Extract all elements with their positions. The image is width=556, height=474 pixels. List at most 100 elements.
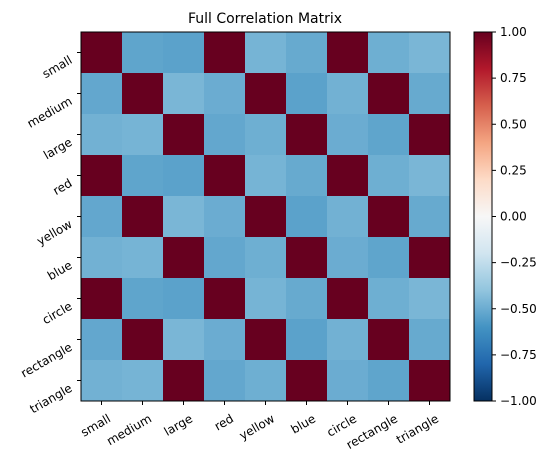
heatmap-cell-rectangle-blue — [286, 319, 328, 361]
heatmap-cell-small-yellow — [245, 32, 287, 74]
heatmap-cell-rectangle-triangle — [409, 319, 451, 361]
heatmap-cell-yellow-medium — [122, 196, 164, 238]
heatmap-cell-triangle-triangle — [409, 360, 451, 402]
heatmap-cell-triangle-yellow — [245, 360, 287, 402]
heatmap-cell-yellow-blue — [286, 196, 328, 238]
heatmap-cell-small-triangle — [409, 32, 451, 74]
heatmap-cell-medium-triangle — [409, 73, 451, 115]
heatmap-cell-red-triangle — [409, 155, 451, 197]
heatmap-cell-large-blue — [286, 114, 328, 156]
heatmap-cell-yellow-small — [81, 196, 123, 238]
colorbar — [473, 31, 493, 402]
heatmap-cell-yellow-large — [163, 196, 205, 238]
heatmap-cell-circle-yellow — [245, 278, 287, 320]
heatmap-cell-circle-red — [204, 278, 246, 320]
heatmap-cell-large-circle — [327, 114, 369, 156]
heatmap-cells — [81, 32, 451, 402]
colorbar-tick-label: 1.00 — [500, 25, 527, 39]
x-tick-label: blue — [289, 411, 318, 436]
heatmap-cell-large-small — [81, 114, 123, 156]
heatmap-cell-medium-large — [163, 73, 205, 115]
heatmap-cell-small-circle — [327, 32, 369, 74]
heatmap-cell-blue-rectangle — [368, 237, 410, 279]
x-tick-label: large — [162, 411, 195, 438]
y-tick-label: medium — [25, 94, 75, 131]
heatmap-cell-blue-circle — [327, 237, 369, 279]
y-tick-label: triangle — [27, 381, 74, 416]
colorbar-ticks: −1.00 −0.75 −0.50 −0.25 0.00 0.25 0.50 0.75 1.00 — [492, 25, 537, 408]
heatmap-cell-small-medium — [122, 32, 164, 74]
colorbar-tick-label: 0.50 — [500, 117, 527, 131]
heatmap-cell-small-large — [163, 32, 205, 74]
heatmap-cell-circle-large — [163, 278, 205, 320]
heatmap-cell-yellow-yellow — [245, 196, 287, 238]
heatmap-cell-yellow-rectangle — [368, 196, 410, 238]
heatmap-cell-large-yellow — [245, 114, 287, 156]
chart-title: Full Correlation Matrix — [188, 11, 342, 27]
heatmap-cell-blue-red — [204, 237, 246, 279]
heatmap-cell-red-red — [204, 155, 246, 197]
heatmap-cell-large-medium — [122, 114, 164, 156]
heatmap-cell-circle-small — [81, 278, 123, 320]
heatmap-cell-blue-small — [81, 237, 123, 279]
colorbar-tick-label: −0.50 — [500, 302, 537, 316]
heatmap-cell-medium-yellow — [245, 73, 287, 115]
heatmap-cell-large-red — [204, 114, 246, 156]
heatmap-cell-triangle-medium — [122, 360, 164, 402]
heatmap-cell-small-rectangle — [368, 32, 410, 74]
heatmap-cell-red-circle — [327, 155, 369, 197]
heatmap-cell-medium-rectangle — [368, 73, 410, 115]
heatmap-cell-circle-triangle — [409, 278, 451, 320]
heatmap-cell-yellow-triangle — [409, 196, 451, 238]
heatmap-cell-circle-blue — [286, 278, 328, 320]
heatmap-cell-rectangle-medium — [122, 319, 164, 361]
y-tick-label: yellow — [34, 217, 74, 248]
heatmap-cell-rectangle-small — [81, 319, 123, 361]
heatmap-cell-blue-blue — [286, 237, 328, 279]
heatmap-cell-medium-small — [81, 73, 123, 115]
y-tick-label: red — [50, 176, 74, 198]
heatmap-cell-small-blue — [286, 32, 328, 74]
heatmap-cell-medium-red — [204, 73, 246, 115]
heatmap-cell-circle-rectangle — [368, 278, 410, 320]
heatmap-cell-red-blue — [286, 155, 328, 197]
heatmap-cell-small-small — [81, 32, 123, 74]
x-tick-label: triangle — [394, 411, 441, 446]
x-tick-label: red — [212, 411, 236, 433]
heatmap-cell-blue-yellow — [245, 237, 287, 279]
heatmap-cell-rectangle-large — [163, 319, 205, 361]
heatmap-cell-large-triangle — [409, 114, 451, 156]
heatmap-cell-rectangle-red — [204, 319, 246, 361]
heatmap-cell-blue-triangle — [409, 237, 451, 279]
colorbar-tick-label: 0.75 — [500, 71, 527, 85]
heatmap-cell-triangle-red — [204, 360, 246, 402]
y-tick-label: circle — [40, 299, 75, 327]
heatmap-cell-triangle-large — [163, 360, 205, 402]
heatmap-cell-blue-large — [163, 237, 205, 279]
heatmap-cell-yellow-red — [204, 196, 246, 238]
heatmap-cell-medium-circle — [327, 73, 369, 115]
heatmap-cell-rectangle-yellow — [245, 319, 287, 361]
y-axis-ticks: small medium large red yellow blue circle recta… — [18, 52, 81, 416]
heatmap-cell-rectangle-circle — [327, 319, 369, 361]
heatmap-cell-large-rectangle — [368, 114, 410, 156]
heatmap-cell-medium-blue — [286, 73, 328, 115]
heatmap-cell-red-medium — [122, 155, 164, 197]
heatmap-cell-red-yellow — [245, 155, 287, 197]
heatmap-cell-circle-circle — [327, 278, 369, 320]
heatmap-cell-yellow-circle — [327, 196, 369, 238]
y-tick-label: small — [40, 53, 75, 81]
y-tick-label: large — [41, 135, 74, 162]
colorbar-tick-label: −0.75 — [500, 348, 537, 362]
heatmap-cell-triangle-rectangle — [368, 360, 410, 402]
colorbar-tick-label: −1.00 — [500, 394, 537, 408]
heatmap-cell-blue-medium — [122, 237, 164, 279]
colorbar-tick-label: 0.25 — [500, 163, 527, 177]
heatmap-cell-rectangle-rectangle — [368, 319, 410, 361]
x-tick-label: medium — [104, 411, 154, 448]
heatmap-cell-red-small — [81, 155, 123, 197]
colorbar-tick-label: 0.00 — [500, 210, 527, 224]
heatmap-cell-triangle-small — [81, 360, 123, 402]
